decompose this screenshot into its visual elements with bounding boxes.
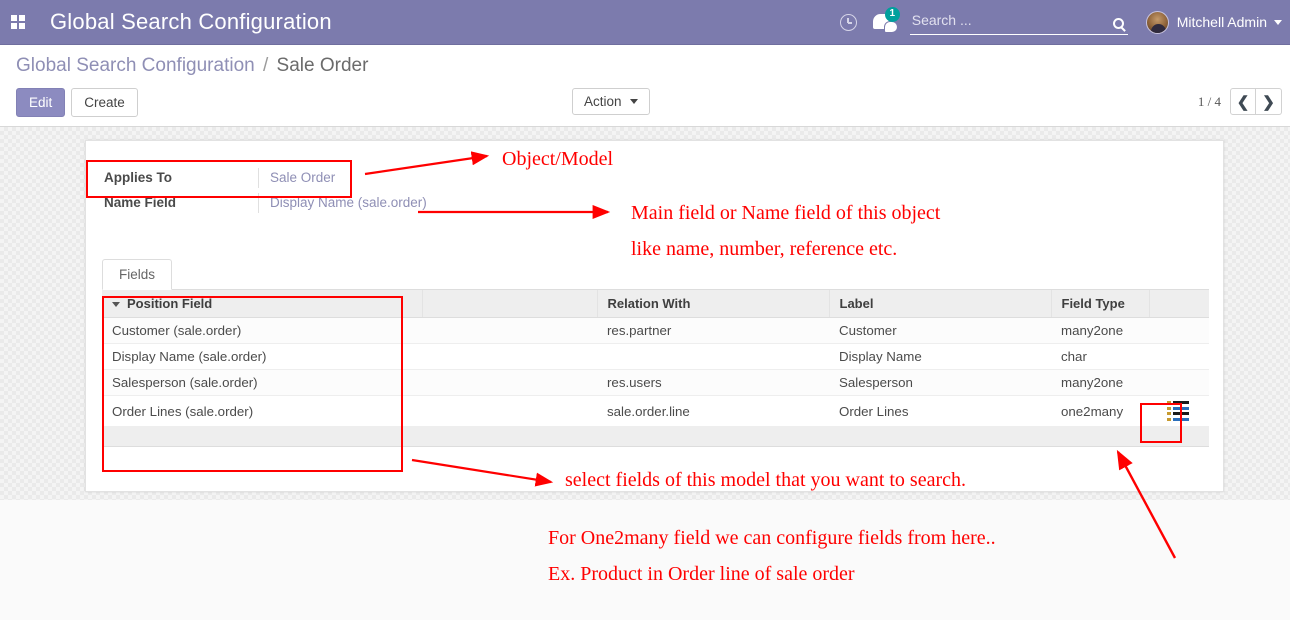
cell-actions — [1149, 369, 1209, 396]
cell-label[interactable]: Customer — [829, 317, 1051, 344]
global-search-box[interactable] — [909, 9, 1128, 35]
search-icon[interactable] — [1112, 18, 1124, 29]
top-navbar: Global Search Configuration 1 Mitchell A… — [0, 0, 1290, 45]
cell-blank[interactable] — [422, 395, 597, 427]
cell-relation-with[interactable]: res.users — [597, 369, 829, 396]
cell-actions — [1149, 343, 1209, 370]
breadcrumb-separator: / — [262, 55, 269, 76]
tab-fields[interactable]: Fields — [102, 259, 173, 290]
table-row[interactable]: Order Lines (sale.order) sale.order.line… — [102, 395, 1209, 427]
cell-relation-with[interactable] — [597, 343, 829, 370]
cell-field-type[interactable]: char — [1051, 343, 1149, 370]
notebook-tabs: Fields — [102, 259, 1209, 290]
applies-to-value[interactable]: Sale Order — [258, 167, 335, 188]
cell-position-field[interactable]: Customer (sale.order) — [102, 317, 422, 344]
clock-icon[interactable] — [832, 0, 866, 45]
action-menu-label: Action — [584, 94, 622, 109]
pager-count: 1 / 4 — [1197, 93, 1221, 109]
column-header-relation-with[interactable]: Relation With — [597, 290, 830, 318]
search-input[interactable] — [909, 12, 1100, 31]
table-header-row: Position Field Relation With Label Field… — [102, 290, 1209, 318]
navbar-title: Global Search Configuration — [50, 9, 332, 34]
table-row[interactable]: Customer (sale.order) res.partner Custom… — [102, 317, 1209, 344]
cell-label[interactable]: Order Lines — [829, 395, 1051, 427]
pager: 1 / 4 ❮ ❯ — [1198, 88, 1282, 115]
notebook: Fields Position Field Relation With Labe… — [102, 259, 1209, 473]
column-header-label[interactable]: Label — [829, 290, 1052, 318]
pager-next-button[interactable]: ❯ — [1256, 88, 1282, 115]
form-field-group: Applies To Sale Order Name Field Display… — [103, 165, 663, 215]
messaging-menu-button[interactable]: 1 — [866, 0, 900, 45]
fields-one2many-table: Position Field Relation With Label Field… — [102, 290, 1209, 473]
table-row[interactable]: Salesperson (sale.order) res.users Sales… — [102, 369, 1209, 396]
cell-blank[interactable] — [422, 369, 597, 396]
cell-position-field[interactable]: Order Lines (sale.order) — [102, 395, 422, 427]
record-buttons: Edit Create — [16, 88, 138, 117]
apps-grid-icon[interactable] — [0, 0, 36, 45]
cell-position-field[interactable]: Display Name (sale.order) — [102, 343, 422, 370]
table-filler-row — [102, 426, 1209, 447]
breadcrumb-current: Sale Order — [276, 55, 369, 76]
cell-actions — [1149, 317, 1209, 344]
page-lower-background — [0, 500, 1290, 620]
cell-field-type[interactable]: one2many — [1051, 395, 1149, 427]
pager-previous-button[interactable]: ❮ — [1230, 88, 1256, 115]
name-field-value[interactable]: Display Name (sale.order) — [258, 192, 427, 213]
form-row-name-field: Name Field Display Name (sale.order) — [103, 190, 663, 215]
table-empty-row — [102, 446, 1209, 473]
cell-blank[interactable] — [422, 343, 597, 370]
navbar-right-group: 1 Mitchell Admin — [832, 0, 1290, 45]
edit-button[interactable]: Edit — [16, 88, 66, 117]
action-menu-button[interactable]: Action — [572, 88, 650, 115]
sort-descending-icon — [112, 302, 120, 308]
table-row[interactable]: Display Name (sale.order) Display Name c… — [102, 343, 1209, 370]
control-panel: Global Search Configuration / Sale Order… — [0, 45, 1290, 127]
user-menu[interactable]: Mitchell Admin — [1145, 0, 1282, 45]
column-header-actions[interactable] — [1149, 290, 1209, 318]
cell-label[interactable]: Display Name — [829, 343, 1051, 370]
cell-relation-with[interactable]: res.partner — [597, 317, 829, 344]
cell-blank[interactable] — [422, 317, 597, 344]
cell-actions — [1149, 395, 1209, 427]
column-header-position-field[interactable]: Position Field — [102, 290, 423, 318]
applies-to-label: Applies To — [104, 170, 173, 185]
chevron-down-icon — [629, 99, 638, 104]
cell-position-field[interactable]: Salesperson (sale.order) — [102, 369, 422, 396]
list-icon[interactable] — [1167, 401, 1189, 421]
cell-field-type[interactable]: many2one — [1051, 317, 1149, 344]
name-field-label: Name Field — [104, 195, 177, 210]
form-row-applies-to: Applies To Sale Order — [103, 165, 663, 190]
form-sheet: Applies To Sale Order Name Field Display… — [85, 140, 1224, 492]
column-header-blank[interactable] — [422, 290, 598, 318]
user-name-label: Mitchell Admin — [1176, 14, 1267, 30]
cell-label[interactable]: Salesperson — [829, 369, 1051, 396]
chat-badge-count: 1 — [884, 6, 900, 22]
breadcrumb: Global Search Configuration / Sale Order — [16, 55, 368, 77]
cell-field-type[interactable]: many2one — [1051, 369, 1149, 396]
cell-relation-with[interactable]: sale.order.line — [597, 395, 829, 427]
column-header-field-type[interactable]: Field Type — [1051, 290, 1150, 318]
breadcrumb-root[interactable]: Global Search Configuration — [16, 55, 255, 76]
chevron-down-icon — [1274, 19, 1282, 25]
create-button[interactable]: Create — [71, 88, 138, 117]
avatar — [1145, 10, 1169, 34]
